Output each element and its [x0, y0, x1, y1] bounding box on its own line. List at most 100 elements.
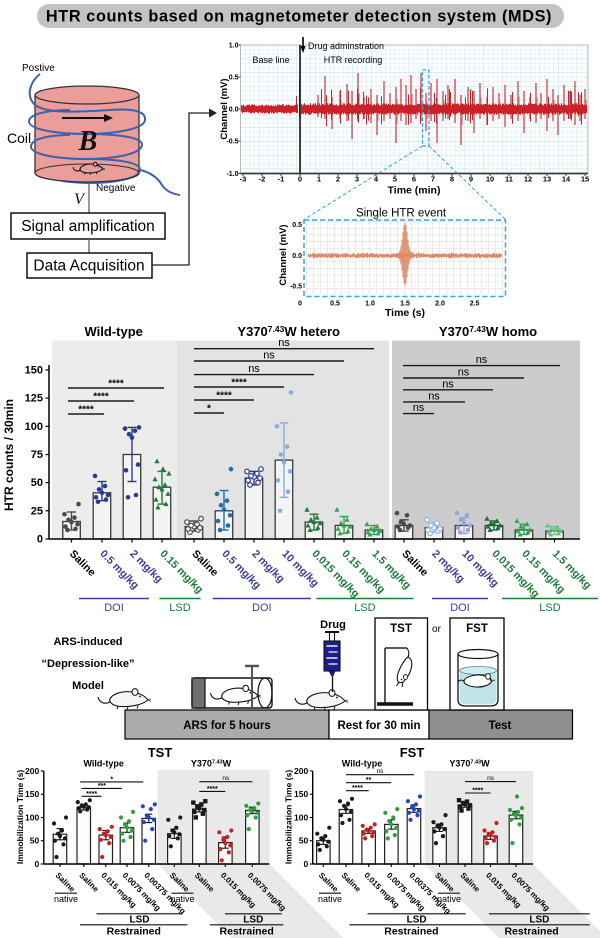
- svg-text:Y3707.43W homo: Y3707.43W homo: [439, 324, 537, 339]
- svg-text:native: native: [170, 894, 194, 904]
- svg-text:100: 100: [25, 421, 43, 433]
- svg-text:Test: Test: [489, 720, 512, 732]
- svg-text:-0.5: -0.5: [226, 139, 238, 146]
- svg-text:0: 0: [303, 859, 308, 869]
- svg-text:DOI: DOI: [252, 602, 272, 614]
- svg-text:or: or: [432, 624, 442, 635]
- svg-text:14: 14: [562, 175, 571, 184]
- svg-text:1.0: 1.0: [365, 301, 375, 308]
- svg-text:****: ****: [216, 391, 232, 402]
- svg-text:6: 6: [412, 175, 416, 184]
- svg-text:LSD: LSD: [130, 915, 150, 926]
- svg-text:TST: TST: [148, 745, 173, 760]
- svg-text:Data Acquisition: Data Acquisition: [33, 258, 144, 275]
- svg-text:75: 75: [31, 449, 43, 461]
- svg-text:ns: ns: [476, 354, 488, 366]
- svg-text:Coil: Coil: [7, 130, 31, 146]
- svg-text:**: **: [366, 777, 372, 784]
- svg-text:ARS for 5 hours: ARS for 5 hours: [183, 720, 271, 732]
- svg-text:50: 50: [30, 836, 40, 846]
- svg-text:Signal amplification: Signal amplification: [21, 218, 155, 235]
- svg-text:2.0: 2.0: [435, 301, 445, 308]
- svg-text:0.5: 0.5: [229, 75, 239, 82]
- svg-text:****: ****: [472, 788, 483, 795]
- svg-text:****: ****: [352, 785, 363, 792]
- svg-text:Channel (mV): Channel (mV): [278, 224, 289, 285]
- svg-text:Immobilization Time (s): Immobilization Time (s): [284, 770, 294, 864]
- svg-text:4: 4: [374, 175, 379, 184]
- svg-text:Postive: Postive: [22, 63, 55, 74]
- svg-text:Drug adminstration: Drug adminstration: [308, 41, 384, 51]
- svg-text:ns: ns: [428, 390, 440, 402]
- svg-text:FST: FST: [400, 745, 425, 760]
- svg-text:DOI: DOI: [104, 602, 124, 614]
- svg-text:50: 50: [299, 836, 309, 846]
- svg-text:Base line: Base line: [252, 55, 289, 65]
- svg-text:2.5: 2.5: [470, 301, 480, 308]
- svg-text:Restrained: Restrained: [504, 926, 558, 938]
- svg-text:10: 10: [486, 175, 494, 184]
- svg-text:-0.5: -0.5: [290, 284, 302, 291]
- svg-text:150: 150: [25, 789, 39, 799]
- svg-text:7: 7: [431, 175, 435, 184]
- svg-text:ns: ns: [458, 367, 470, 379]
- svg-text:200: 200: [25, 766, 39, 776]
- svg-text:DOI: DOI: [450, 602, 470, 614]
- svg-text:Rest for 30 min: Rest for 30 min: [337, 720, 420, 732]
- svg-text:13: 13: [543, 175, 551, 184]
- svg-text:25: 25: [31, 505, 43, 517]
- svg-text:native: native: [54, 894, 78, 904]
- svg-text:9: 9: [469, 175, 473, 184]
- svg-text:12: 12: [524, 175, 532, 184]
- svg-text:0: 0: [298, 301, 302, 308]
- svg-text:LSD: LSD: [407, 915, 427, 926]
- svg-text:FST: FST: [466, 623, 488, 635]
- svg-text:0: 0: [298, 175, 302, 184]
- svg-text:100: 100: [294, 813, 308, 823]
- svg-text:Restrained: Restrained: [384, 926, 438, 938]
- svg-text:native: native: [318, 894, 342, 904]
- svg-text:LSD: LSD: [354, 602, 375, 614]
- svg-text:-1.0: -1.0: [226, 171, 238, 178]
- svg-text:Drug: Drug: [320, 619, 346, 631]
- svg-text:1.5: 1.5: [400, 301, 410, 308]
- svg-text:TST: TST: [390, 623, 412, 635]
- svg-text:ns: ns: [487, 775, 495, 782]
- svg-text:****: ****: [207, 786, 218, 793]
- svg-text:Time (min): Time (min): [388, 185, 441, 197]
- svg-text:0.0: 0.0: [229, 107, 239, 114]
- svg-text:0: 0: [34, 859, 39, 869]
- svg-text:ARS-induced: ARS-induced: [53, 636, 122, 648]
- svg-text:ns: ns: [377, 768, 385, 775]
- svg-text:ns: ns: [278, 337, 290, 349]
- svg-text:HTR counts based on magnetomet: HTR counts based on magnetometer detecti…: [46, 8, 552, 26]
- svg-text:native: native: [437, 894, 461, 904]
- svg-text:1: 1: [317, 175, 321, 184]
- svg-text:0.0: 0.0: [292, 253, 302, 260]
- svg-text:V: V: [74, 191, 86, 208]
- svg-text:2: 2: [336, 175, 340, 184]
- svg-text:Wild-type: Wild-type: [342, 759, 382, 769]
- svg-text:ns: ns: [222, 775, 230, 782]
- svg-text:Negative: Negative: [96, 183, 136, 194]
- svg-text:***: ***: [98, 783, 106, 790]
- svg-text:-1: -1: [278, 175, 285, 184]
- svg-text:150: 150: [294, 789, 308, 799]
- svg-text:Wild-type: Wild-type: [83, 759, 123, 769]
- svg-text:Single HTR event: Single HTR event: [356, 208, 447, 220]
- svg-text:****: ****: [93, 392, 109, 403]
- svg-text:-3: -3: [240, 175, 247, 184]
- svg-text:ns: ns: [413, 402, 425, 414]
- svg-text:3: 3: [355, 175, 359, 184]
- svg-text:8: 8: [450, 175, 454, 184]
- svg-text:Y3707.43W: Y3707.43W: [191, 759, 232, 769]
- svg-text:Immobilization Time (s): Immobilization Time (s): [15, 770, 25, 864]
- svg-text:100: 100: [25, 813, 39, 823]
- svg-text:Model: Model: [72, 680, 104, 692]
- svg-text:50: 50: [31, 477, 43, 489]
- svg-text:0: 0: [37, 534, 43, 546]
- svg-text:0.5: 0.5: [292, 222, 302, 229]
- svg-text:125: 125: [25, 393, 43, 405]
- svg-text:Wild-type: Wild-type: [85, 324, 143, 339]
- svg-text:11: 11: [505, 175, 513, 184]
